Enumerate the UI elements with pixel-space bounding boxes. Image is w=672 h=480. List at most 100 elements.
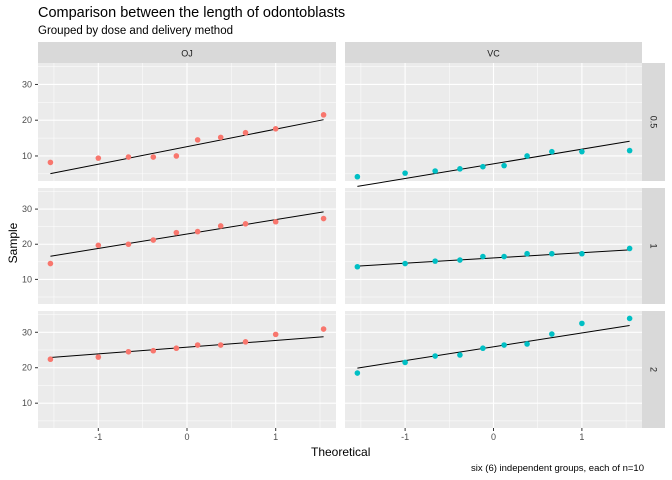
chart-caption: six (6) independent groups, each of n=10 [471,463,644,474]
data-point [579,250,585,257]
panel-vc-dose-1 [345,188,642,304]
data-point [242,129,249,136]
data-point [242,221,249,227]
data-point [524,250,530,257]
facet-strip-label: 0.5 [649,116,659,129]
data-point [95,155,102,161]
data-point [524,153,530,159]
panel-vc-dose-0-5 [345,63,642,187]
data-point [150,237,157,243]
data-point [194,137,201,143]
data-point [626,245,633,252]
data-point [501,162,507,169]
chart-subtitle: Grouped by dose and delivery method [38,25,233,37]
y-tick-label: 30 [22,204,32,214]
data-point [354,263,361,270]
y-tick-label: 20 [22,363,32,373]
y-tick-label: 30 [22,79,32,89]
data-point [272,218,279,225]
chart-title: Comparison between the length of odontob… [38,5,346,21]
data-point [626,147,633,154]
data-point [402,260,408,267]
data-point [501,342,507,348]
data-point [242,339,249,345]
data-point [457,352,463,358]
data-point [549,331,555,337]
data-point [173,153,180,159]
data-point [47,159,54,166]
qq-reference-line [357,140,630,187]
data-point [432,353,438,359]
facet-strip-dose-1: 1 [642,188,665,304]
data-point [125,154,132,160]
data-point [480,163,486,170]
x-tick-label: -1 [401,432,409,442]
y-tick-label: 10 [22,151,32,161]
facet-strip-label: VC [487,49,500,59]
data-point [125,348,132,355]
panel-oj-dose-2 [38,311,336,428]
data-point [173,345,180,352]
data-point [150,347,157,354]
data-point [501,253,507,260]
data-point [579,320,585,327]
data-point [217,134,224,141]
x-tick-label: -1 [94,432,102,442]
data-point [457,257,463,263]
panel-oj-dose-0-5 [38,63,336,181]
y-tick-label: 30 [22,327,32,337]
x-tick-label: 1 [579,432,584,442]
data-point [217,223,224,229]
data-point [194,228,201,235]
data-point [95,354,102,360]
x-tick-label: 0 [184,432,189,442]
data-point [272,331,279,338]
data-point [320,326,327,332]
data-point [432,168,438,174]
data-point [402,170,408,176]
data-point [354,173,361,180]
data-point [194,342,201,348]
data-point [402,359,408,366]
panel-vc-dose-2 [345,311,642,428]
data-point [95,242,102,249]
data-point [626,315,633,322]
data-point [125,241,132,248]
x-tick-label: 1 [273,432,278,442]
data-point [354,370,361,376]
data-point [549,148,555,155]
facet-strip-oj: OJ [38,42,336,63]
data-point [480,345,486,352]
data-point [457,166,463,172]
facet-strip-vc: VC [345,42,642,63]
facet-strip-dose-2: 2 [642,311,665,428]
data-point [47,356,54,363]
data-point [47,260,54,267]
data-point [217,342,224,348]
data-point [579,148,585,155]
data-point [272,125,279,132]
y-tick-label: 10 [22,398,32,408]
x-tick-label: 0 [491,432,496,442]
data-point [320,215,327,222]
data-point [480,253,486,260]
data-point [549,250,555,257]
qq-reference-line [50,336,324,359]
facet-strip-label: 2 [649,367,659,372]
qq-reference-line [50,211,324,257]
data-point [524,341,530,347]
y-tick-label: 10 [22,274,32,284]
y-tick-label: 20 [22,239,32,249]
facet-strip-label: 1 [649,243,659,248]
panel-oj-dose-1 [38,188,336,304]
data-point [432,258,438,264]
data-point [320,112,327,118]
facet-strip-label: OJ [181,49,193,59]
data-point [150,154,157,160]
y-tick-label: 20 [22,115,32,125]
facet-strip-dose-0-5: 0.5 [642,63,665,181]
data-point [173,229,180,236]
x-axis-label: Theoretical [311,445,371,459]
